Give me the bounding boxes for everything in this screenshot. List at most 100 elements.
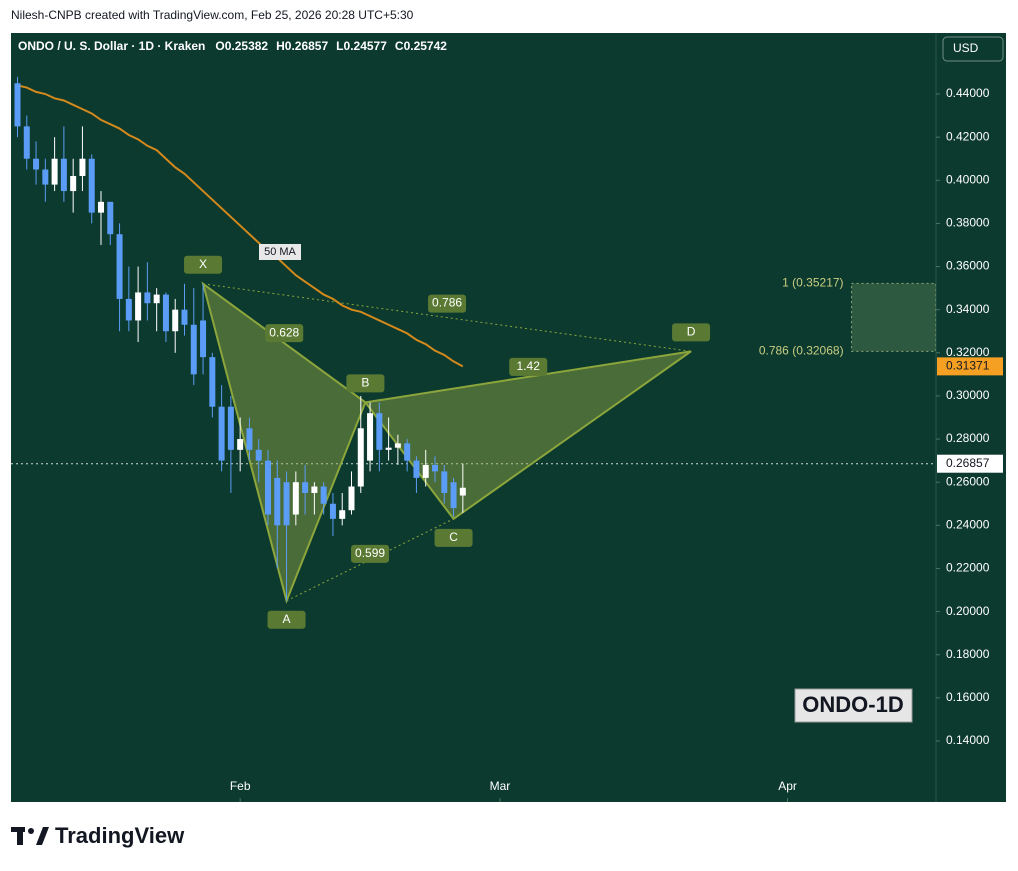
candle-body — [14, 83, 21, 127]
candle-body — [311, 486, 318, 493]
candle-body — [79, 158, 86, 176]
last-price-box — [937, 454, 1003, 473]
watermark: ONDO-1D — [802, 692, 903, 717]
ma-name: 50 MA — [264, 246, 296, 258]
y-tick-label: 0.26000 — [946, 474, 990, 488]
candle-body — [172, 309, 179, 332]
tv-logo — [11, 827, 49, 845]
point-label-bg — [434, 528, 473, 547]
ohlc-key: C — [395, 39, 404, 53]
y-tick-label: 0.22000 — [946, 561, 990, 575]
fib-box — [851, 282, 936, 352]
ohlc-value: 0.26857 — [285, 39, 329, 53]
candle-body — [302, 482, 309, 493]
ma-price-box — [937, 357, 1003, 376]
candle-body — [209, 357, 216, 407]
y-tick-label: 0.32000 — [946, 345, 990, 359]
ohlc-key: H — [276, 39, 285, 53]
candle-body — [431, 464, 438, 472]
y-tick-label: 0.34000 — [946, 302, 990, 316]
ohlc-value: 0.25742 — [404, 39, 448, 53]
y-tick-label: 0.38000 — [946, 216, 990, 230]
plot — [11, 76, 936, 604]
ohlc-value: 0.25382 — [225, 39, 269, 53]
ratio-label: 0.628 — [269, 325, 299, 339]
ratio-label: 0.786 — [432, 296, 462, 310]
x-tick-label: Feb — [230, 779, 251, 793]
candle-body — [23, 126, 30, 159]
candle-body — [264, 460, 271, 515]
candle-body — [246, 428, 253, 450]
candle-body — [88, 158, 95, 213]
y-tick-label: 0.14000 — [946, 733, 990, 747]
ratio-label-bg — [428, 294, 467, 313]
candle-body — [125, 298, 132, 321]
header: Nilesh-CNPB created with TradingView.com… — [11, 8, 414, 22]
ratio-label-bg — [351, 544, 390, 563]
point-label-bg — [346, 374, 385, 393]
candle-body — [450, 482, 457, 509]
candle-body — [385, 447, 392, 450]
candle-body — [190, 324, 197, 375]
ohlc-key: L — [336, 39, 343, 53]
ratio-label-bg — [509, 357, 548, 376]
currency-box — [942, 36, 1004, 62]
fib-label: 1 (0.35217) — [782, 276, 843, 290]
watermark-box — [794, 688, 913, 723]
y-tick-label: 0.44000 — [946, 86, 990, 100]
ohlc-key: O — [215, 39, 224, 53]
ohlc-value: 0.24577 — [344, 39, 388, 53]
y-tick-label: 0.36000 — [946, 259, 990, 273]
y-tick-label: 0.40000 — [946, 172, 990, 186]
candle-body — [459, 487, 466, 496]
y-tick-label: 0.30000 — [946, 388, 990, 402]
pattern-dotted — [202, 283, 692, 352]
last-price-label: 0.26857 — [946, 456, 990, 470]
point-label-bg — [267, 610, 306, 629]
candle-body — [255, 449, 262, 461]
pattern-dotted — [286, 518, 454, 602]
chart-bg — [11, 33, 1006, 802]
candle-body — [283, 482, 290, 526]
currency: USD — [953, 41, 979, 55]
candle-body — [51, 158, 58, 185]
candle-body — [181, 309, 188, 325]
candle-body — [348, 486, 355, 511]
ratio-label: 1.42 — [517, 359, 541, 373]
candle-body — [227, 406, 234, 450]
point-label: B — [361, 376, 369, 390]
ratio-label-bg — [265, 324, 304, 343]
candle-body — [404, 443, 411, 461]
candle-body — [144, 292, 151, 304]
candle-body — [441, 471, 448, 493]
candle-body — [394, 443, 401, 448]
candle-body — [367, 413, 374, 461]
y-tick-label: 0.20000 — [946, 604, 990, 618]
candle-body — [320, 486, 327, 504]
candle-body — [376, 413, 383, 450]
candle-body — [42, 169, 49, 185]
candle-body — [135, 292, 142, 321]
candle-body — [237, 439, 244, 450]
candle-body — [97, 201, 104, 213]
x-tick-label: Mar — [490, 779, 511, 793]
point-label-bg — [184, 255, 223, 274]
candle-body — [422, 464, 429, 478]
point-label: D — [687, 325, 696, 339]
candle-body — [274, 477, 281, 526]
y-tick-label: 0.18000 — [946, 647, 990, 661]
symbol-line: ONDO / U. S. Dollar · 1D · Kraken O0.2538… — [18, 39, 447, 53]
candle-body — [107, 201, 114, 235]
point-label: A — [283, 612, 291, 626]
x-tick-label: Apr — [778, 779, 797, 793]
y-tick-label: 0.24000 — [946, 517, 990, 531]
point-label-bg — [672, 323, 711, 342]
footer-logo: TradingView — [55, 823, 185, 848]
candle-body — [329, 503, 336, 519]
symbol-title: ONDO / U. S. Dollar · 1D · Kraken — [18, 39, 205, 53]
ratio-label: 0.599 — [355, 546, 385, 560]
candle-body — [339, 510, 346, 519]
ma-name-box — [259, 244, 301, 260]
ma-line — [17, 84, 464, 368]
